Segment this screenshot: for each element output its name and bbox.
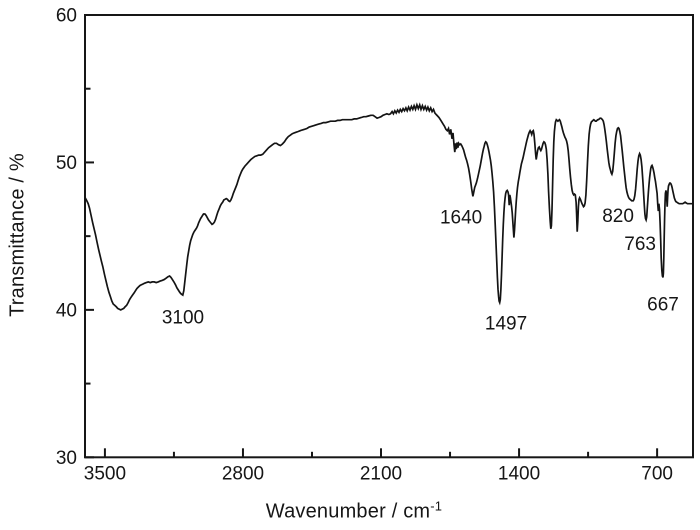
- y-tick-label: 60: [56, 6, 77, 27]
- x-tick-label: 2100: [360, 463, 402, 484]
- peak-annotation: 1497: [485, 314, 527, 335]
- peak-annotation: 3100: [162, 308, 204, 329]
- spectrum-curve: [84, 102, 693, 311]
- x-axis-title: Wavenumber / cm-1: [266, 499, 443, 524]
- x-tick-label: 3500: [84, 463, 126, 484]
- y-tick-label: 30: [56, 448, 77, 469]
- x-tick-label: 1400: [498, 463, 540, 484]
- x-axis-title-superscript: -1: [430, 498, 443, 514]
- peak-annotation: 1640: [440, 207, 482, 228]
- y-axis-title: Transmittance / %: [7, 153, 30, 317]
- x-axis-title-text: Wavenumber / cm: [265, 500, 431, 523]
- x-tick-label: 2800: [222, 463, 264, 484]
- peak-annotation: 763: [624, 234, 656, 255]
- y-axis-title-text: Transmittance / %: [6, 153, 29, 317]
- plot-frame: [84, 14, 694, 459]
- y-tick-label: 40: [56, 300, 77, 321]
- peak-annotation: 820: [602, 206, 634, 227]
- peak-annotation: 667: [647, 294, 679, 315]
- y-tick-label: 50: [56, 153, 77, 174]
- x-tick-label: 700: [641, 463, 673, 484]
